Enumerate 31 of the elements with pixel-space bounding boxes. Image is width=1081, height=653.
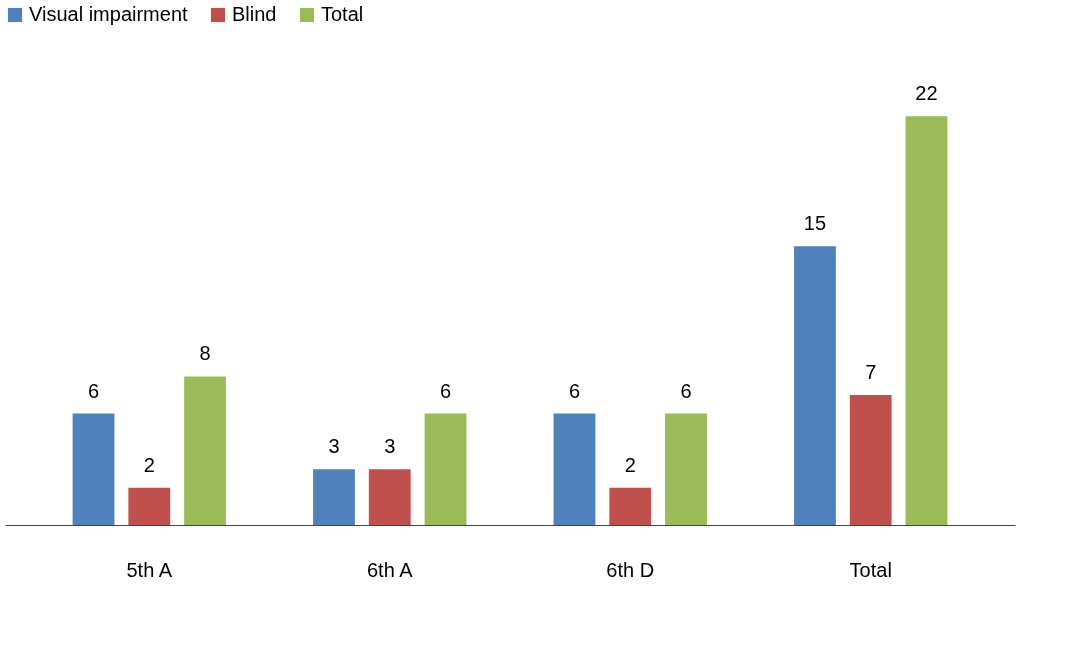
bar — [849, 394, 892, 525]
bar — [609, 487, 652, 525]
bar — [553, 413, 596, 525]
legend-label: Total — [321, 3, 364, 25]
x-tick-label: 6th D — [606, 558, 655, 581]
data-label: 7 — [865, 360, 877, 383]
x-tick-label: Total — [849, 558, 892, 581]
bar — [794, 246, 836, 525]
bar — [905, 116, 948, 525]
data-label: 6 — [439, 379, 452, 402]
data-label: 3 — [384, 435, 396, 458]
legend-label: Visual impairment — [29, 3, 189, 25]
data-label: 6 — [87, 379, 100, 402]
bar — [368, 469, 411, 525]
x-tick-label: 5th A — [126, 558, 173, 581]
bar — [128, 487, 171, 525]
data-label: 15 — [803, 212, 827, 235]
x-tick-label: 6th A — [366, 558, 414, 581]
data-label: 3 — [328, 435, 340, 458]
data-label: 2 — [143, 453, 155, 476]
bar — [72, 413, 115, 525]
data-label: 6 — [568, 379, 581, 402]
legend-label: Blind — [232, 3, 277, 25]
data-label: 22 — [915, 82, 938, 105]
bar — [313, 469, 355, 525]
data-label: 6 — [680, 379, 692, 402]
data-label: 8 — [199, 342, 211, 365]
data-label: 2 — [624, 453, 636, 476]
bar — [665, 413, 707, 525]
bar — [184, 376, 226, 525]
bar — [424, 413, 467, 525]
